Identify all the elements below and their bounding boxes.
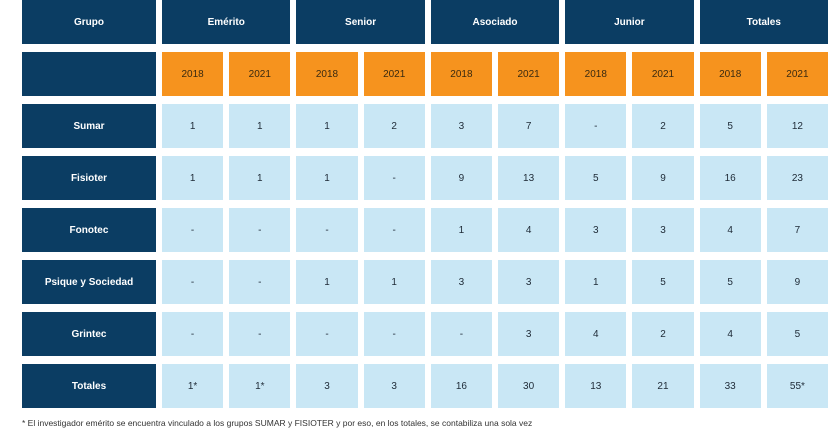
table-cell: 1 — [296, 104, 358, 148]
year-header: 2021 — [498, 52, 560, 96]
category-header-emerito: Emérito — [162, 0, 291, 44]
table-cell: 5 — [565, 156, 627, 200]
table-cell: 3 — [363, 364, 425, 408]
table-cell: - — [229, 260, 291, 304]
table-cell: - — [162, 260, 224, 304]
table-cell: 21 — [632, 364, 694, 408]
table-cell: - — [363, 312, 425, 356]
table-cell: 9 — [766, 260, 828, 304]
table-cell: 33 — [699, 364, 761, 408]
table-cell: - — [162, 312, 224, 356]
table-cell: 1 — [296, 260, 358, 304]
category-header-junior: Junior — [565, 0, 694, 44]
table-cell: 9 — [632, 156, 694, 200]
row-label-sumar: Sumar — [22, 104, 156, 148]
table-cell: 12 — [766, 104, 828, 148]
table-cell: 3 — [565, 208, 627, 252]
table-cell: 4 — [565, 312, 627, 356]
year-header: 2018 — [699, 52, 761, 96]
table-cell: 4 — [699, 208, 761, 252]
table-cell: 4 — [699, 312, 761, 356]
table-cell: 2 — [632, 312, 694, 356]
table-cell: 1* — [162, 364, 224, 408]
table-cell: 3 — [430, 104, 492, 148]
table-cell: 1 — [162, 104, 224, 148]
table-cell: 30 — [498, 364, 560, 408]
year-header: 2018 — [430, 52, 492, 96]
table-cell: 9 — [430, 156, 492, 200]
table-cell: 5 — [699, 260, 761, 304]
group-column-header: Grupo — [22, 0, 156, 44]
row-label-totales: Totales — [22, 364, 156, 408]
table-cell: 13 — [565, 364, 627, 408]
category-header-senior: Senior — [296, 0, 425, 44]
table-cell: - — [363, 208, 425, 252]
table-cell: 1 — [363, 260, 425, 304]
table-cell: 16 — [699, 156, 761, 200]
table-cell: 3 — [632, 208, 694, 252]
category-header-totales: Totales — [699, 0, 828, 44]
table-cell: 1 — [565, 260, 627, 304]
table-cell: 5 — [699, 104, 761, 148]
table-cell: 1 — [229, 104, 291, 148]
row-label-fonotec: Fonotec — [22, 208, 156, 252]
category-header-asociado: Asociado — [430, 0, 560, 44]
footnote: * El investigador emérito se encuentra v… — [22, 418, 533, 428]
researchers-table: Grupo Emérito Senior Asociado Junior Tot… — [22, 0, 828, 408]
table-cell: 1 — [162, 156, 224, 200]
table-cell: 16 — [430, 364, 492, 408]
year-header: 2021 — [766, 52, 828, 96]
table-cell: 4 — [498, 208, 560, 252]
table-cell: - — [363, 156, 425, 200]
table-cell: 3 — [498, 260, 560, 304]
row-label-fisioter: Fisioter — [22, 156, 156, 200]
table-cell: 1 — [430, 208, 492, 252]
table-cell: 2 — [363, 104, 425, 148]
table-cell: - — [430, 312, 492, 356]
year-header: 2018 — [162, 52, 224, 96]
table-cell: - — [296, 312, 358, 356]
table-cell: - — [565, 104, 627, 148]
table-cell: - — [296, 208, 358, 252]
table-cell: - — [229, 312, 291, 356]
table-cell: 5 — [632, 260, 694, 304]
table-cell: 3 — [296, 364, 358, 408]
table-cell: 1 — [229, 156, 291, 200]
year-header: 2018 — [565, 52, 627, 96]
table-cell: 2 — [632, 104, 694, 148]
table-cell: 55* — [766, 364, 828, 408]
row-label-grintec: Grintec — [22, 312, 156, 356]
year-header: 2018 — [296, 52, 358, 96]
year-header: 2021 — [363, 52, 425, 96]
table-cell: 7 — [766, 208, 828, 252]
table-cell: 1* — [229, 364, 291, 408]
year-header: 2021 — [632, 52, 694, 96]
table-cell: 23 — [766, 156, 828, 200]
table-cell: 5 — [766, 312, 828, 356]
table-cell: 1 — [296, 156, 358, 200]
table-cell: 3 — [498, 312, 560, 356]
year-header: 2021 — [229, 52, 291, 96]
year-row-spacer — [22, 52, 156, 96]
table-cell: - — [162, 208, 224, 252]
row-label-psique-y-sociedad: Psique y Sociedad — [22, 260, 156, 304]
table-cell: 7 — [498, 104, 560, 148]
table-cell: 13 — [498, 156, 560, 200]
table-cell: 3 — [430, 260, 492, 304]
table-cell: - — [229, 208, 291, 252]
